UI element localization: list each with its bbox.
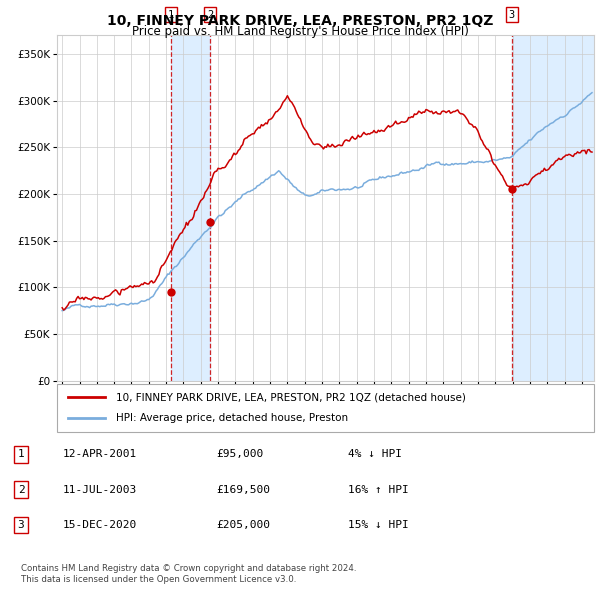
Text: 1: 1: [168, 9, 174, 19]
Bar: [512, 35, 594, 381]
Bar: [171, 35, 210, 381]
Text: 2: 2: [207, 9, 213, 19]
Text: 3: 3: [509, 9, 515, 19]
Text: 11-JUL-2003: 11-JUL-2003: [63, 485, 137, 494]
Text: 12-APR-2001: 12-APR-2001: [63, 450, 137, 459]
FancyBboxPatch shape: [57, 384, 594, 432]
Text: 10, FINNEY PARK DRIVE, LEA, PRESTON, PR2 1QZ (detached house): 10, FINNEY PARK DRIVE, LEA, PRESTON, PR2…: [116, 392, 466, 402]
Text: 10, FINNEY PARK DRIVE, LEA, PRESTON, PR2 1QZ: 10, FINNEY PARK DRIVE, LEA, PRESTON, PR2…: [107, 14, 493, 28]
Text: £169,500: £169,500: [216, 485, 270, 494]
Text: £95,000: £95,000: [216, 450, 263, 459]
Text: 4% ↓ HPI: 4% ↓ HPI: [348, 450, 402, 459]
Text: 3: 3: [17, 520, 25, 530]
Text: Contains HM Land Registry data © Crown copyright and database right 2024.: Contains HM Land Registry data © Crown c…: [21, 565, 356, 573]
Text: 15% ↓ HPI: 15% ↓ HPI: [348, 520, 409, 530]
Text: HPI: Average price, detached house, Preston: HPI: Average price, detached house, Pres…: [116, 414, 348, 424]
Text: £205,000: £205,000: [216, 520, 270, 530]
Text: 16% ↑ HPI: 16% ↑ HPI: [348, 485, 409, 494]
Text: 15-DEC-2020: 15-DEC-2020: [63, 520, 137, 530]
Text: Price paid vs. HM Land Registry's House Price Index (HPI): Price paid vs. HM Land Registry's House …: [131, 25, 469, 38]
Text: 2: 2: [17, 485, 25, 494]
Text: This data is licensed under the Open Government Licence v3.0.: This data is licensed under the Open Gov…: [21, 575, 296, 584]
Text: 1: 1: [17, 450, 25, 459]
